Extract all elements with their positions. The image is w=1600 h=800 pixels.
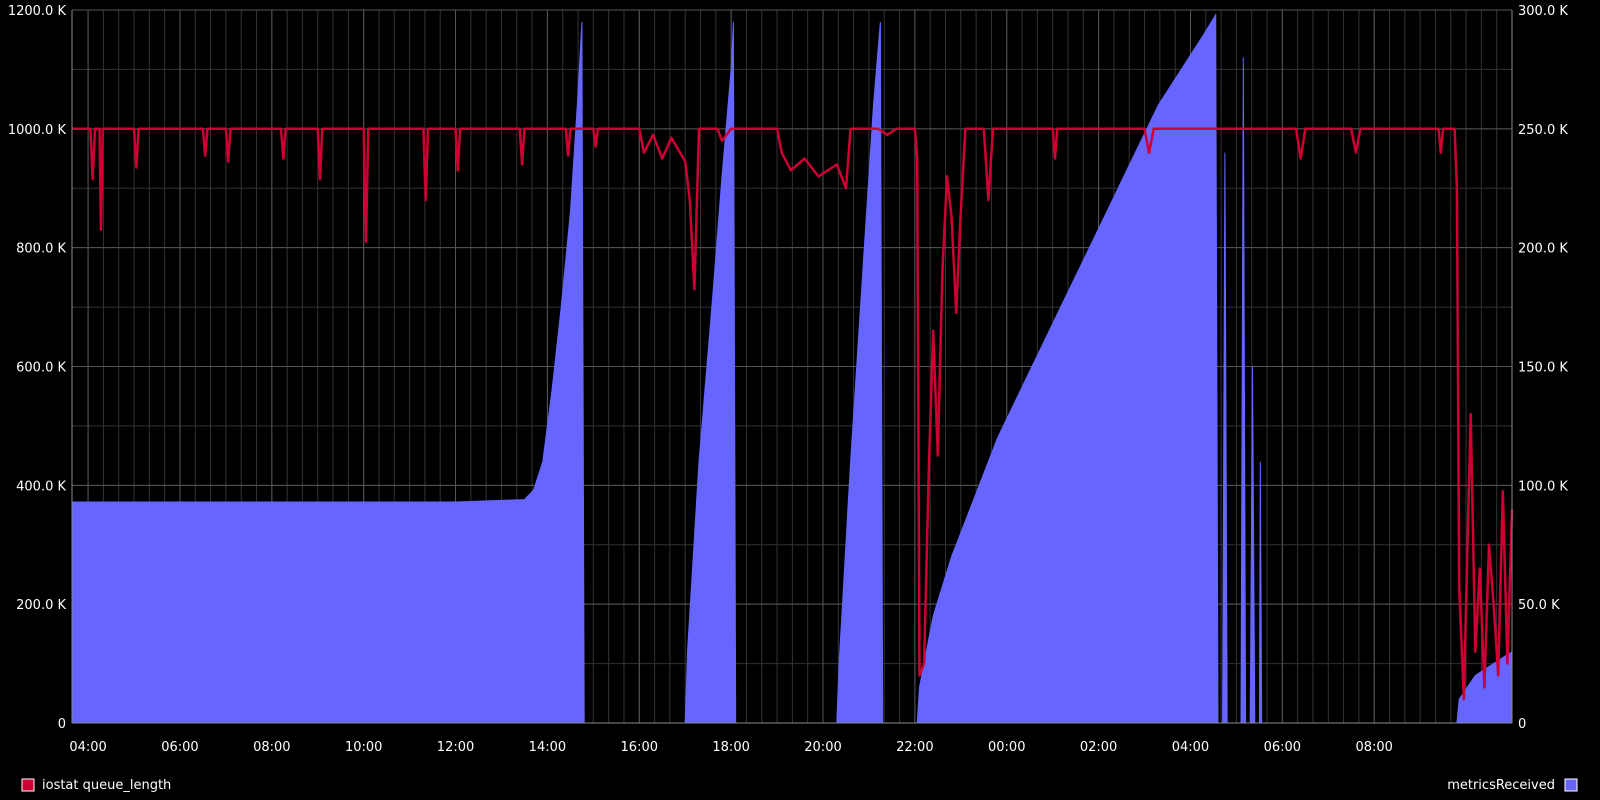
x-tick-label: 20:00 bbox=[804, 740, 841, 755]
queue-length-line bbox=[72, 127, 1514, 701]
legend-swatch-metrics bbox=[1564, 778, 1578, 792]
x-tick-label: 00:00 bbox=[988, 740, 1025, 755]
x-tick-label: 04:00 bbox=[1172, 740, 1209, 755]
axes: 0 200.0 K 400.0 K 600.0 K 800.0 K 1000.0 K 120… bbox=[8, 4, 1569, 755]
y-tick-label-left: 1200.0 K bbox=[8, 4, 67, 19]
x-tick-label: 16:00 bbox=[621, 740, 658, 755]
y-tick-label-left: 400.0 K bbox=[16, 479, 66, 494]
y-tick-label-right: 300.0 K bbox=[1518, 4, 1568, 19]
y-tick-label-right: 200.0 K bbox=[1518, 242, 1568, 257]
y-tick-label-left: 0 bbox=[58, 717, 66, 732]
legend-label-queue: iostat queue_length bbox=[42, 778, 171, 793]
y-tick-label-left: 600.0 K bbox=[16, 361, 66, 376]
y-tick-label-right: 100.0 K bbox=[1518, 479, 1568, 494]
legend-label-metrics: metricsReceived bbox=[1447, 778, 1555, 793]
y-tick-label-left: 200.0 K bbox=[16, 598, 66, 613]
x-tick-label: 02:00 bbox=[1080, 740, 1117, 755]
x-tick-label: 08:00 bbox=[253, 740, 290, 755]
x-tick-label: 06:00 bbox=[1264, 740, 1301, 755]
y-tick-label-right: 250.0 K bbox=[1518, 123, 1568, 138]
y-tick-label-left: 1000.0 K bbox=[8, 123, 67, 138]
y-tick-label-right: 50.0 K bbox=[1518, 598, 1560, 613]
queue-length-series bbox=[72, 127, 1514, 701]
x-tick-label: 06:00 bbox=[161, 740, 198, 755]
y-tick-label-right: 150.0 K bbox=[1518, 361, 1568, 376]
x-tick-label: 22:00 bbox=[896, 740, 933, 755]
x-tick-label: 14:00 bbox=[529, 740, 566, 755]
legend: iostat queue_length metricsReceived bbox=[21, 778, 1578, 793]
x-tick-label: 12:00 bbox=[437, 740, 474, 755]
y-tick-label-left: 800.0 K bbox=[16, 242, 66, 257]
x-tick-label: 04:00 bbox=[69, 740, 106, 755]
x-tick-label: 18:00 bbox=[712, 740, 749, 755]
metrics-received-series bbox=[71, 13, 1513, 724]
x-tick-label: 08:00 bbox=[1355, 740, 1392, 755]
x-tick-label: 10:00 bbox=[345, 740, 382, 755]
legend-swatch-queue bbox=[21, 778, 35, 792]
metrics-received-area bbox=[71, 13, 1513, 724]
y-tick-label-right: 0 bbox=[1518, 717, 1526, 732]
